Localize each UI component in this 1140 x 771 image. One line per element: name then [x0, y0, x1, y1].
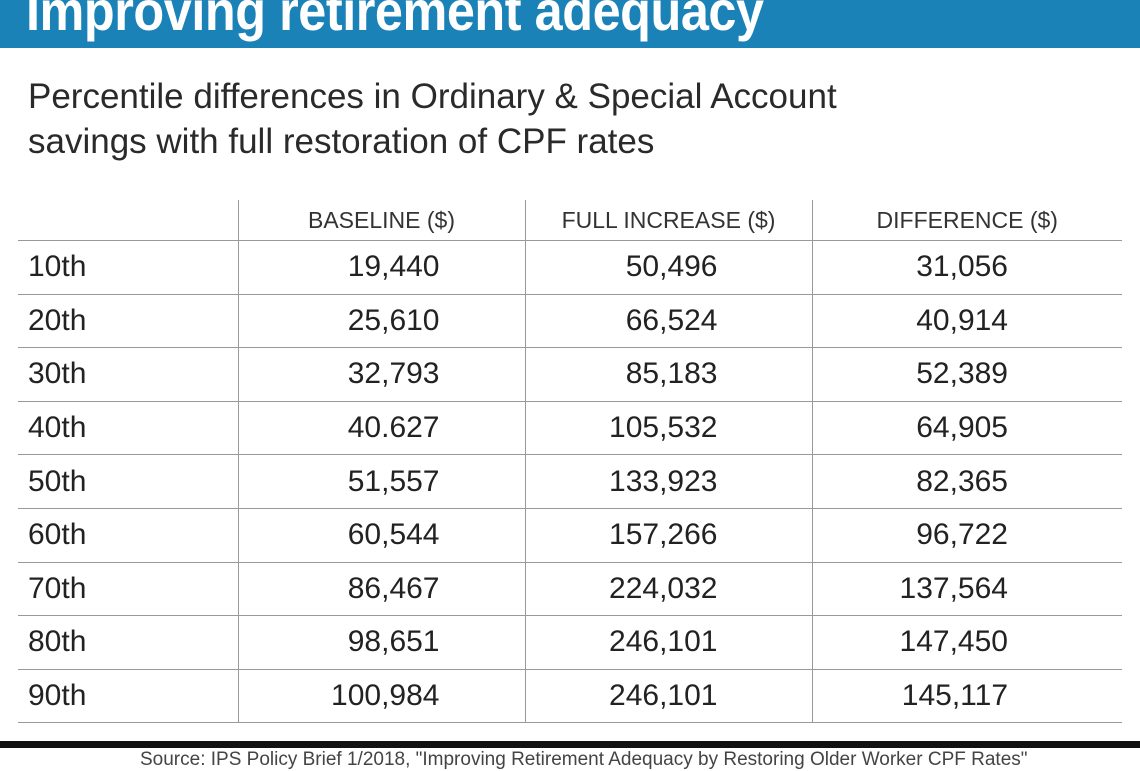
- subtitle-line-2: savings with full restoration of CPF rat…: [28, 122, 655, 161]
- table-row: 40th 40.627 105,532 64,905: [18, 400, 1122, 455]
- value-cell: 50,496: [524, 240, 812, 295]
- value-cell: 85,183: [524, 347, 812, 402]
- value-cell: 145,117: [811, 668, 1122, 724]
- percentile-cell: 70th: [18, 561, 238, 616]
- value-cell: 52,389: [811, 347, 1122, 402]
- value-cell: 32,793: [237, 347, 525, 402]
- value-cell: 96,722: [811, 507, 1122, 563]
- value-cell: 31,056: [811, 240, 1122, 295]
- bottom-rule: [0, 741, 1140, 748]
- value-cell: 157,266: [524, 507, 812, 563]
- value-cell: 86,467: [237, 561, 525, 616]
- value-cell: 19,440: [237, 240, 525, 295]
- table-row: 90th 100,984 246,101 145,117: [18, 668, 1122, 724]
- percentile-cell: 30th: [18, 347, 238, 402]
- value-cell: 246,101: [524, 615, 812, 670]
- column-header: DIFFERENCE ($): [811, 200, 1122, 241]
- value-cell: 64,905: [811, 400, 1122, 455]
- value-cell: 66,524: [524, 293, 812, 348]
- column-header: FULL INCREASE ($): [524, 200, 812, 241]
- value-cell: 40.627: [237, 400, 525, 455]
- value-cell: 147,450: [811, 615, 1122, 670]
- value-cell: 137,564: [811, 561, 1122, 616]
- table-row: 50th 51,557 133,923 82,365: [18, 454, 1122, 509]
- percentile-cell: 10th: [18, 240, 238, 295]
- subtitle: Percentile differences in Ordinary & Spe…: [28, 74, 1028, 164]
- percentile-cell: 60th: [18, 507, 238, 563]
- source-note: Source: IPS Policy Brief 1/2018, "Improv…: [140, 749, 1028, 770]
- data-table: BASELINE ($) FULL INCREASE ($) DIFFERENCE …: [18, 200, 1122, 724]
- value-cell: 246,101: [524, 668, 812, 724]
- percentile-cell: 80th: [18, 615, 238, 670]
- value-cell: 51,557: [237, 454, 525, 509]
- table-row: 20th 25,610 66,524 40,914: [18, 293, 1122, 348]
- table-row: 70th 86,467 224,032 137,564: [18, 561, 1122, 616]
- value-cell: 60,544: [237, 507, 525, 563]
- value-cell: 25,610: [237, 293, 525, 348]
- percentile-cell: 40th: [18, 400, 238, 455]
- subtitle-line-1: Percentile differences in Ordinary & Spe…: [28, 77, 837, 116]
- value-cell: 82,365: [811, 454, 1122, 509]
- value-cell: 40,914: [811, 293, 1122, 348]
- percentile-cell: 90th: [18, 668, 238, 724]
- table-row: 80th 98,651 246,101 147,450: [18, 615, 1122, 670]
- value-cell: 133,923: [524, 454, 812, 509]
- column-header: BASELINE ($): [237, 200, 525, 241]
- percentile-cell: 20th: [18, 293, 238, 348]
- table-row: 10th 19,440 50,496 31,056: [18, 240, 1122, 295]
- value-cell: 105,532: [524, 400, 812, 455]
- table-row: 60th 60,544 157,266 96,722: [18, 507, 1122, 563]
- column-header: [18, 200, 238, 241]
- table-row: 30th 32,793 85,183 52,389: [18, 347, 1122, 402]
- value-cell: 98,651: [237, 615, 525, 670]
- percentile-cell: 50th: [18, 454, 238, 509]
- value-cell: 224,032: [524, 561, 812, 616]
- value-cell: 100,984: [237, 668, 525, 724]
- title: Improving retirement adequacy: [26, 0, 764, 42]
- title-bar: Improving retirement adequacy: [0, 0, 1140, 48]
